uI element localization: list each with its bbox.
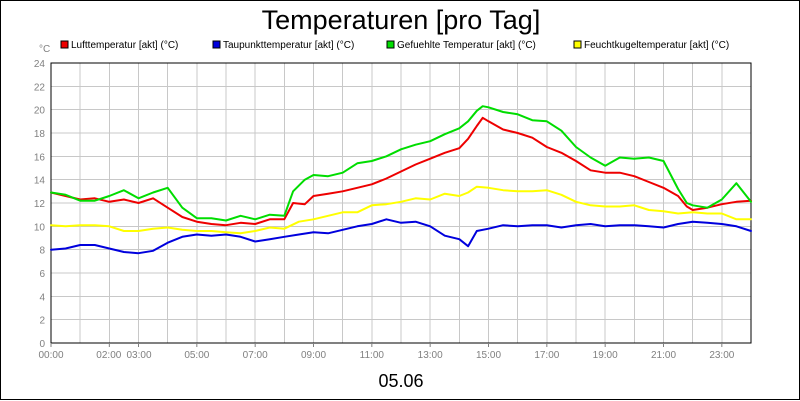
x-tick-label: 11:00	[360, 350, 385, 361]
x-tick-label: 19:00	[593, 350, 618, 361]
x-tick-label: 13:00	[418, 350, 443, 361]
x-tick-label: 21:00	[651, 350, 676, 361]
series-line-2	[50, 218, 752, 255]
x-tick-label: 05:00	[184, 350, 209, 361]
legend-label: Gefuehlte Temperatur [akt] (°C)	[397, 40, 536, 51]
x-tick-label: 03:00	[127, 350, 152, 361]
legend-label: Feuchtkugeltemperatur [akt] (°C)	[584, 40, 729, 51]
x-tick-label: 23:00	[709, 350, 734, 361]
series-lines	[50, 105, 752, 255]
y-tick-label: 4	[39, 292, 45, 303]
y-tick-label: 8	[39, 246, 45, 257]
x-axis: 00:00 02:00 03:00 05:00 07:00 09:00 11:00 13:00…	[38, 343, 735, 361]
y-tick-label: 10	[34, 222, 46, 233]
grid	[51, 63, 751, 343]
y-axis-unit: °C	[39, 44, 50, 55]
legend-swatch	[573, 40, 582, 49]
y-tick-label: 16	[34, 152, 46, 163]
plot-area	[50, 62, 752, 344]
x-tick-label: 15:00	[476, 350, 501, 361]
series-line-4	[50, 185, 752, 235]
y-tick-label: 18	[34, 129, 46, 140]
legend: Lufttemperatur [akt] (°C) Taupunkttempera…	[60, 40, 729, 51]
y-tick-label: 6	[39, 269, 45, 280]
series-line-1	[50, 116, 752, 227]
x-tick-label: 07:00	[243, 350, 268, 361]
legend-label: Taupunkttemperatur [akt] (°C)	[223, 40, 354, 51]
y-tick-label: 2	[39, 316, 45, 327]
x-tick-label: 09:00	[301, 350, 326, 361]
y-tick-label: 24	[34, 59, 46, 70]
y-tick-label: 22	[34, 82, 46, 93]
y-tick-label: 14	[34, 176, 46, 187]
series-line-3	[50, 105, 752, 222]
y-tick-label: 20	[34, 106, 46, 117]
x-tick-label: 00:00	[38, 350, 63, 361]
legend-swatch	[212, 40, 221, 49]
date-label: 05.06	[378, 371, 423, 391]
legend-swatch	[386, 40, 395, 49]
y-tick-label: 0	[39, 339, 45, 350]
y-tick-label: 12	[34, 199, 46, 210]
x-tick-label: 17:00	[534, 350, 559, 361]
chart-title: Temperaturen [pro Tag]	[262, 5, 541, 35]
legend-label: Lufttemperatur [akt] (°C)	[71, 40, 178, 51]
legend-swatch	[60, 40, 69, 49]
x-tick-label: 02:00	[96, 350, 121, 361]
